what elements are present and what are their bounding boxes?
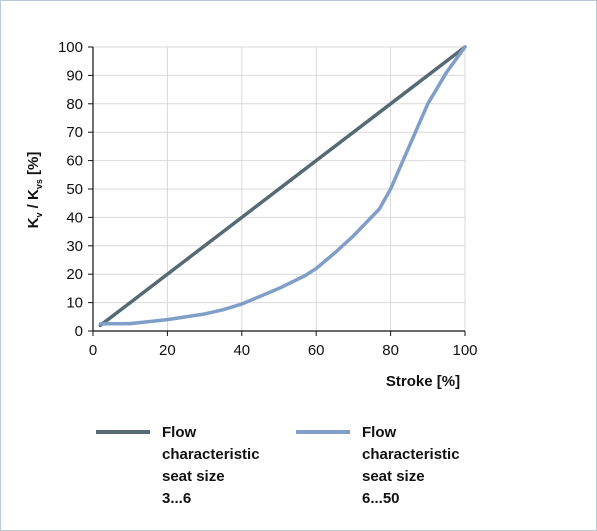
x-tick-label: 80 xyxy=(382,342,399,359)
x-tick-label: 40 xyxy=(233,342,250,359)
legend-item-2: Flow characteristic seat size 6...50 xyxy=(296,424,460,507)
x-tick-label: 60 xyxy=(308,342,325,359)
series-line-2 xyxy=(98,45,467,326)
y-axis-title-k1: K xyxy=(25,217,42,228)
y-tick-label: 60 xyxy=(66,153,83,170)
axes xyxy=(88,46,466,336)
y-axis-title-slash: / xyxy=(25,200,42,213)
legend-item-1: Flow characteristic seat size 3...6 xyxy=(96,424,260,507)
tick-labels: 0 10 20 30 40 50 60 70 80 90 100 0 20 40 60 80 100 xyxy=(58,39,478,359)
y-tick-label: 30 xyxy=(66,238,83,255)
y-axis-title-sub1: v xyxy=(34,213,44,218)
legend-label-line: 6...50 xyxy=(362,490,400,507)
y-tick-label: 0 xyxy=(75,323,83,340)
legend: Flow characteristic seat size 3...6 Flow char… xyxy=(96,424,460,507)
x-axis-title: Stroke [%] xyxy=(386,373,460,390)
y-axis-title-k2: K xyxy=(25,189,42,200)
legend-label-line: seat size xyxy=(362,468,425,485)
y-tick-label: 100 xyxy=(58,39,83,56)
y-tick-label: 70 xyxy=(66,124,83,141)
legend-label-line: Flow xyxy=(362,424,396,441)
y-tick-label: 20 xyxy=(66,266,83,283)
legend-label-line: characteristic xyxy=(162,446,260,463)
legend-label-line: characteristic xyxy=(362,446,460,463)
x-tick-label: 0 xyxy=(89,342,97,359)
y-tick-label: 50 xyxy=(66,181,83,198)
legend-label-line: Flow xyxy=(162,424,196,441)
y-tick-label: 80 xyxy=(66,96,83,113)
legend-label-line: seat size xyxy=(162,468,225,485)
y-tick-label: 90 xyxy=(66,67,83,84)
series-lines xyxy=(98,45,467,328)
y-axis-title: Kv / Kvs [%] xyxy=(25,152,44,229)
y-tick-label: 40 xyxy=(66,209,83,226)
y-axis-title-unit: [%] xyxy=(25,152,42,180)
x-tick-label: 100 xyxy=(452,342,477,359)
legend-label-line: 3...6 xyxy=(162,490,191,507)
y-axis-title-sub2: vs xyxy=(34,179,44,189)
y-tick-label: 10 xyxy=(66,295,83,312)
x-tick-label: 20 xyxy=(159,342,176,359)
series-line-1 xyxy=(98,45,467,328)
